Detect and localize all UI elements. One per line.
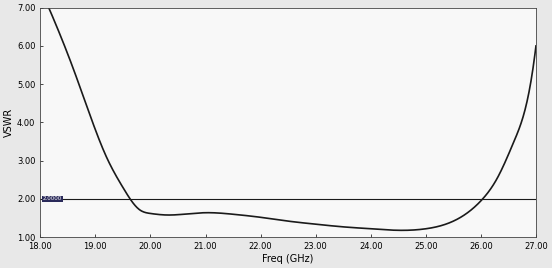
Text: 2.0000: 2.0000 bbox=[43, 196, 62, 202]
X-axis label: Freq (GHz): Freq (GHz) bbox=[262, 254, 314, 264]
Y-axis label: VSWR: VSWR bbox=[4, 108, 14, 137]
